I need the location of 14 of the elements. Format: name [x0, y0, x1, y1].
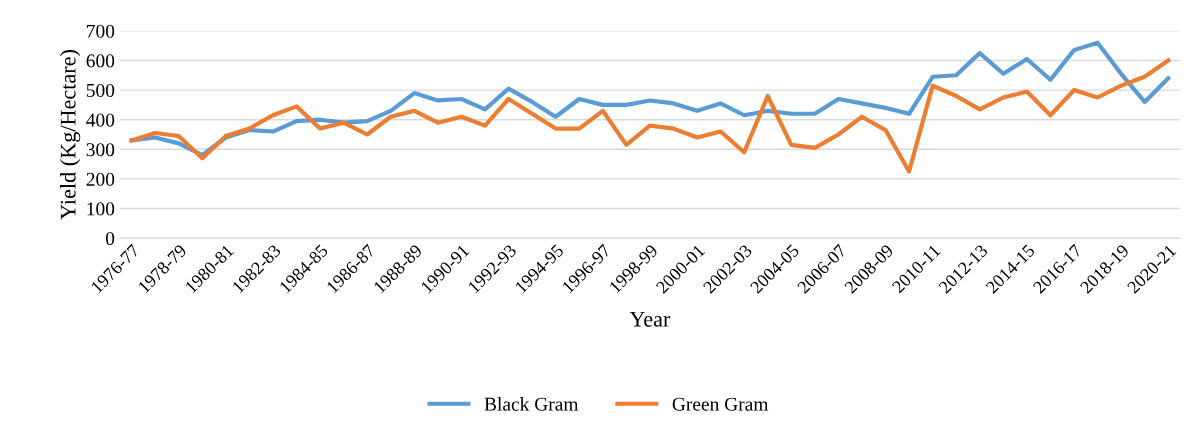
legend-label: Black Gram	[484, 397, 579, 411]
y-tick-label: 200	[86, 172, 115, 186]
y-axis-title: Yield (Kg/Hectare)	[60, 50, 81, 220]
y-tick-label: 700	[87, 24, 115, 38]
x-axis-title: Year	[629, 311, 671, 327]
y-tick-label: 500	[86, 83, 115, 98]
y-tick-label: 0	[105, 231, 115, 246]
legend-label: Green Gram	[672, 397, 769, 411]
line-series	[129, 58, 1171, 174]
y-tick-label: 400	[86, 113, 115, 127]
line-series	[129, 40, 1171, 158]
y-tick-label: 300	[86, 143, 115, 157]
y-tick-label: 100	[87, 202, 115, 216]
y-tick-label: 600	[86, 54, 115, 68]
